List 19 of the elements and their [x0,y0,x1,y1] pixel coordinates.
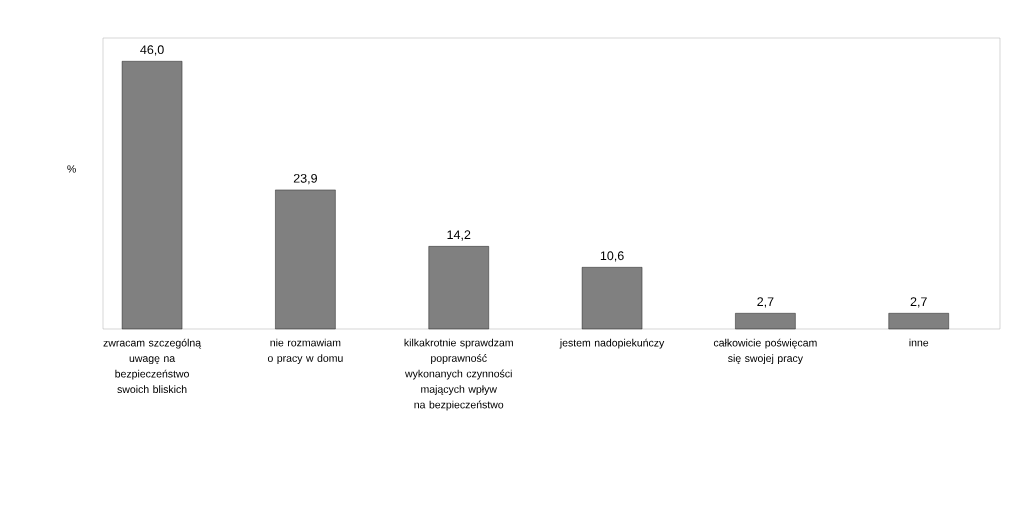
data-label: 2,7 [910,297,927,308]
x-tick-label: całkowicie poświęcam się swojej pracy [713,338,817,365]
y-axis-title: % [67,165,76,173]
data-label: 10,6 [600,251,624,262]
x-tick-label: zwracam szczególną uwagę na bezpieczeństwo swoich bliskich [103,338,202,394]
bar [735,313,796,330]
x-tick-label: kilkakrotnie sprawdzam poprawność wykonanych czynności mających wpływ na bezpieczeństwo [404,338,513,411]
data-label: 46,0 [140,45,164,56]
bar [428,246,489,330]
bar [888,313,949,330]
x-tick-label: inne [909,338,929,347]
bar [581,267,643,330]
data-label: 14,2 [447,230,471,241]
bar [121,61,183,330]
x-tick-label: nie rozmawiam o pracy w domu [267,338,343,364]
bar [275,189,336,330]
data-label: 2,7 [757,297,774,308]
data-label: 23,9 [293,173,317,185]
x-tick-label: jestem nadopiekuńczy [559,338,665,349]
